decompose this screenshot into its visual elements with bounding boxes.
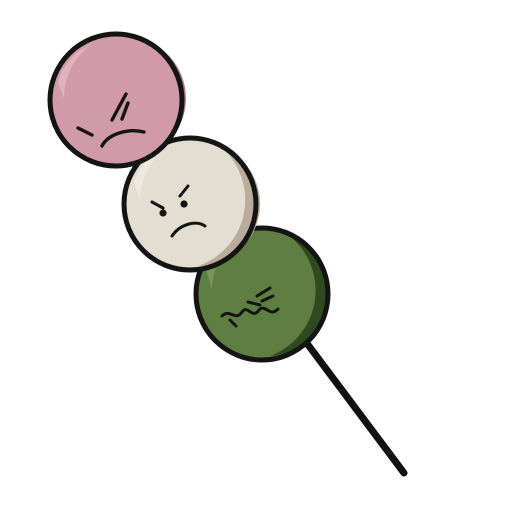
dango-white — [121, 135, 261, 273]
dango-pink — [47, 31, 186, 169]
annoyed-face — [150, 184, 207, 238]
grimacing-face — [220, 286, 280, 328]
angry-face — [76, 92, 146, 148]
dango-green — [193, 225, 331, 363]
